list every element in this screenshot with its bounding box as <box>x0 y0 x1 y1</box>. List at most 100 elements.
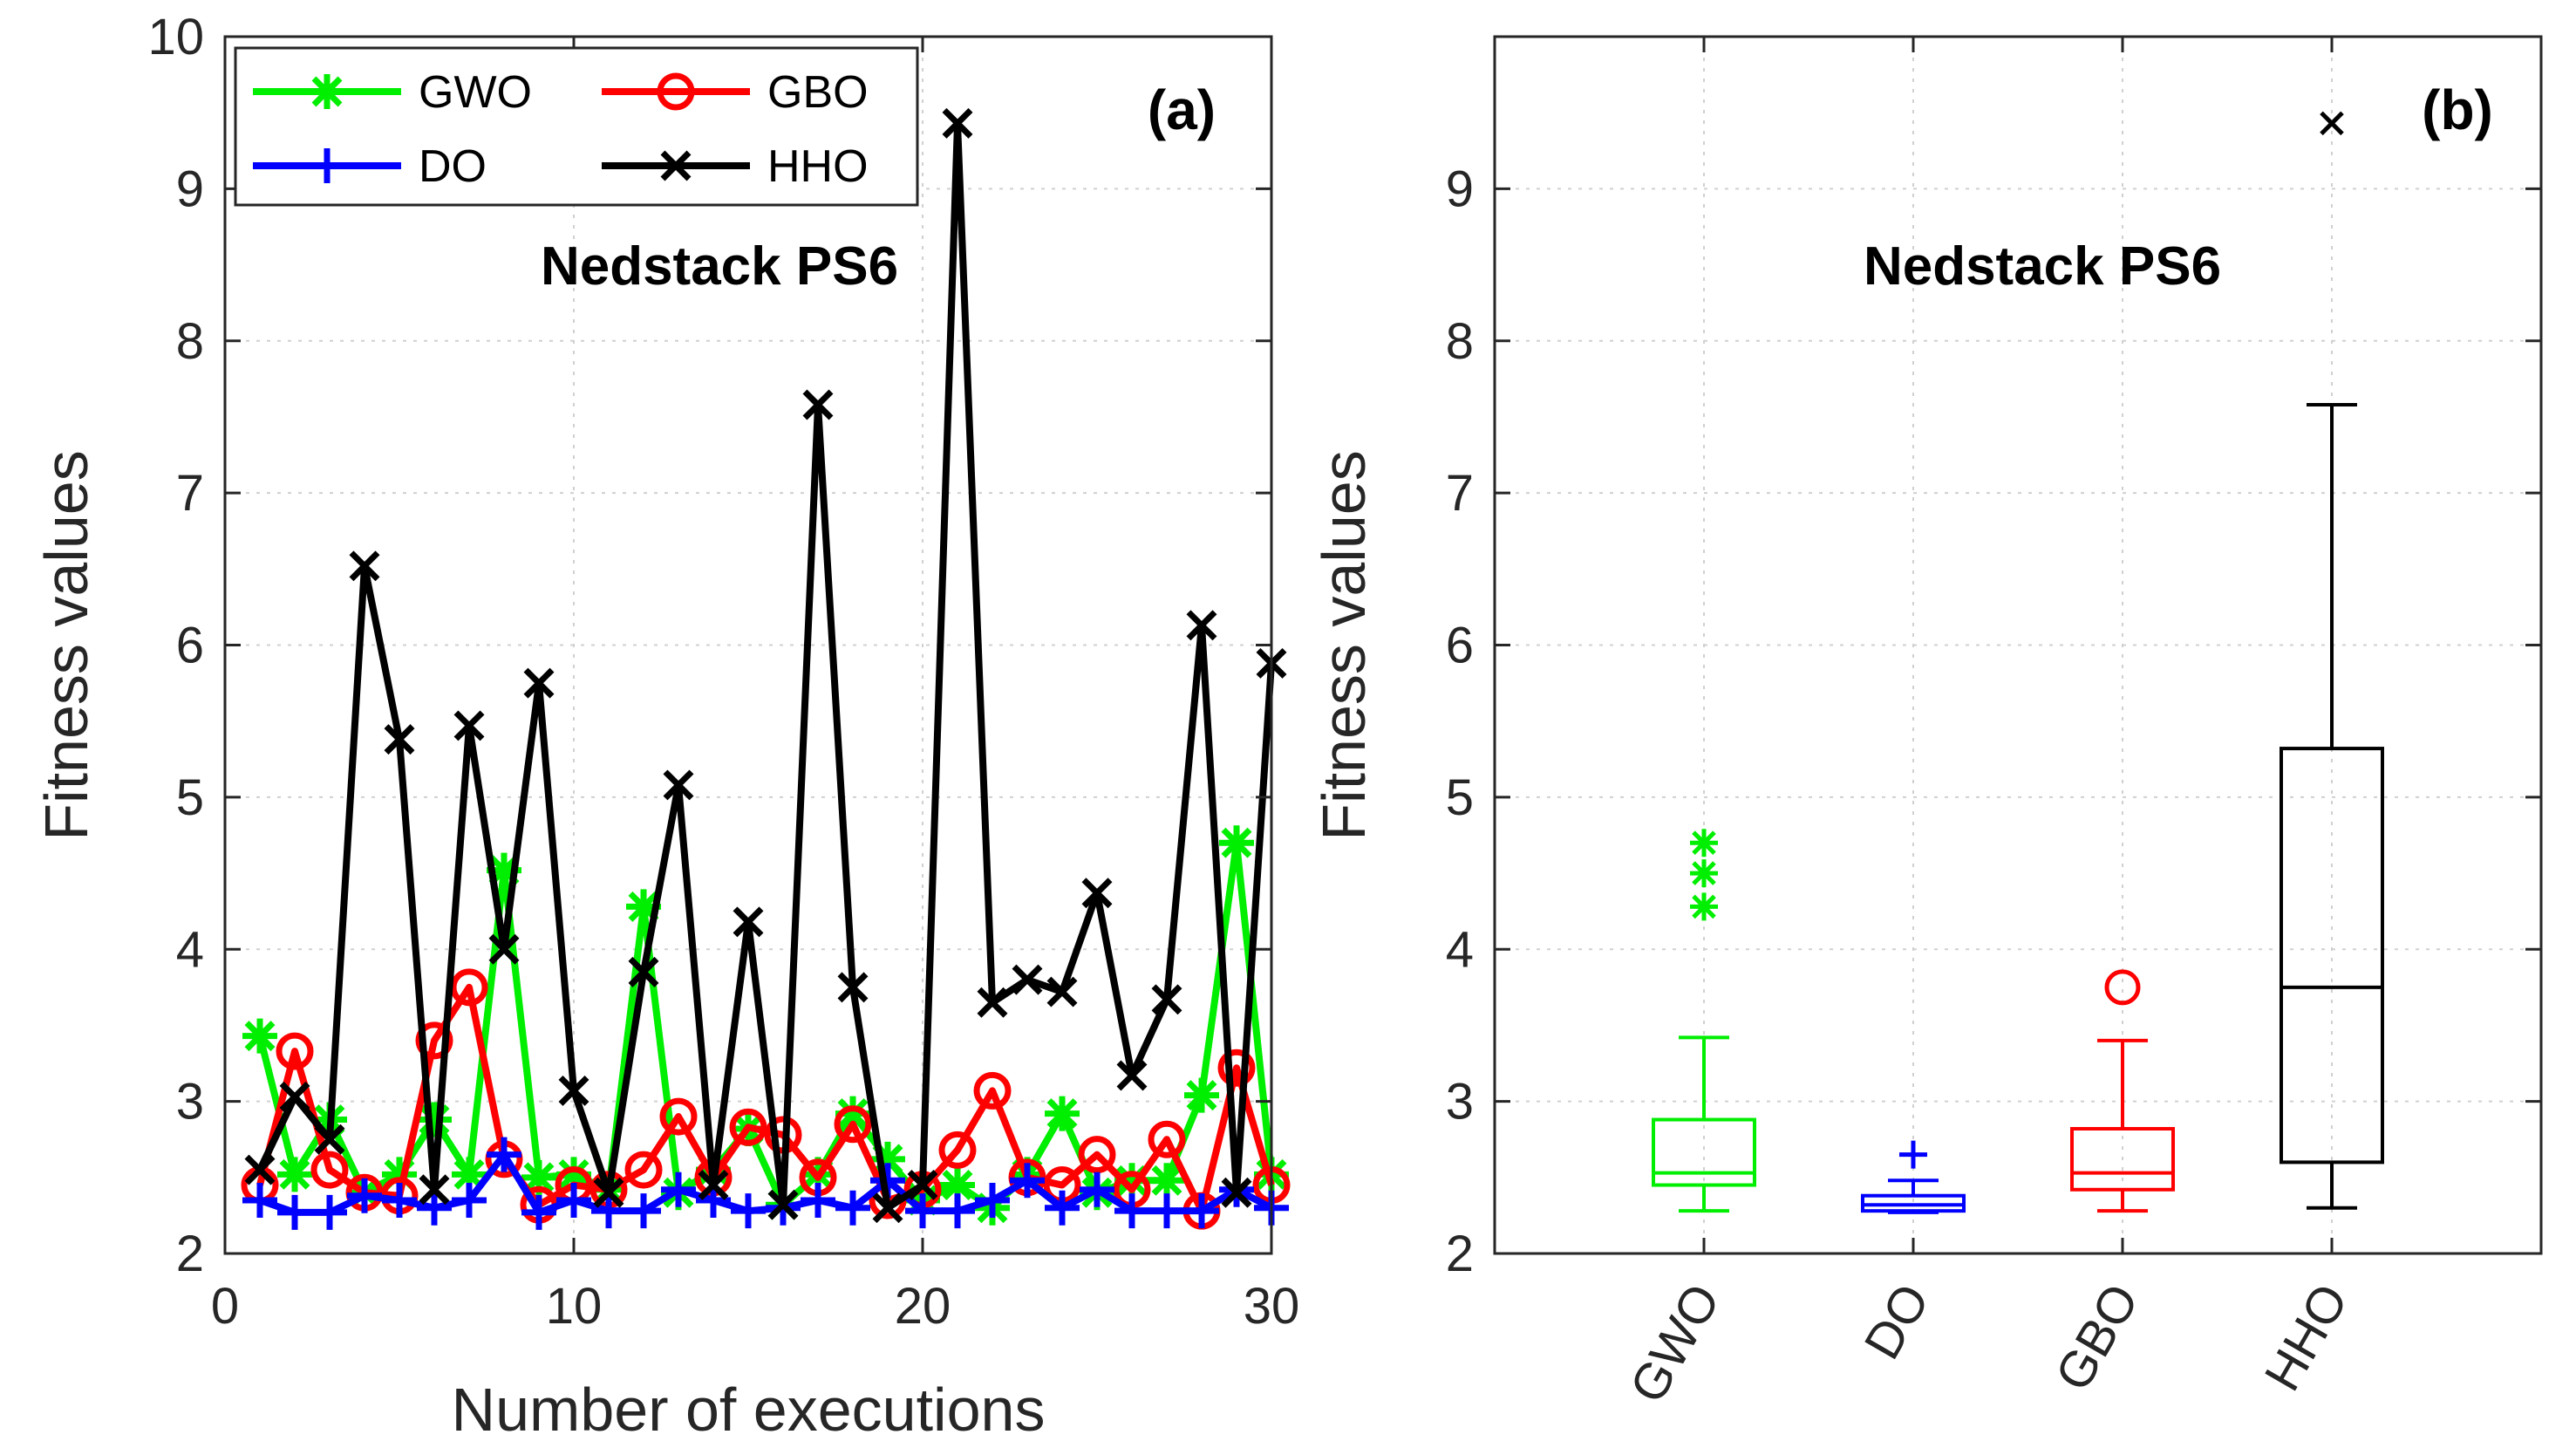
data-point-gbo <box>659 1097 698 1136</box>
y-tick-label: 9 <box>176 161 204 217</box>
outlier-point <box>2104 969 2141 1006</box>
box-gwo <box>1652 829 1756 1213</box>
data-point-gwo <box>556 1157 591 1192</box>
legend-marker <box>310 148 344 183</box>
data-point-hho <box>558 1075 589 1106</box>
line-chart-panel-a: 0 10 20 30 2 3 4 5 6 7 8 9 10 Nedstack PS6 (a) Numbe… <box>32 9 1299 1444</box>
series-gwo <box>242 825 1289 1226</box>
data-point-gwo <box>452 1157 487 1192</box>
data-point-gbo <box>834 1105 872 1144</box>
data-point-hho <box>244 1154 276 1185</box>
data-point-hho <box>837 972 869 1003</box>
y-tick-label: 8 <box>176 313 204 370</box>
box-body <box>1652 1117 1756 1187</box>
legend-a: GWO GBO DO HHO <box>234 46 919 207</box>
box-do <box>1861 1140 1966 1214</box>
x-axis-label-a: Number of executions <box>452 1376 1046 1444</box>
panel-label-a: (a) <box>1148 79 1216 141</box>
data-point-do <box>417 1190 452 1226</box>
data-point-gwo <box>940 1167 975 1203</box>
y-tick-label: 5 <box>1446 769 1474 826</box>
data-point-do <box>1149 1193 1184 1229</box>
data-point-hho <box>663 769 694 801</box>
data-point-gbo <box>938 1131 977 1169</box>
data-point-hho <box>453 710 485 741</box>
data-point-do <box>521 1194 556 1230</box>
data-point-gwo <box>521 1159 556 1195</box>
data-point-hho <box>802 389 834 420</box>
outlier-point <box>1690 829 1718 857</box>
data-point-hho <box>1151 984 1182 1015</box>
chart-title-b: Nedstack PS6 <box>1864 236 2221 297</box>
series-a <box>241 107 1291 1230</box>
category-label: GWO <box>1619 1274 1731 1412</box>
data-point-gwo <box>1219 825 1254 861</box>
series-hho <box>244 107 1287 1224</box>
data-point-gwo <box>487 852 521 888</box>
y-tick-label: 2 <box>176 1226 204 1282</box>
y-tick-label: 5 <box>176 769 204 826</box>
data-point-do <box>1184 1193 1219 1229</box>
y-tick-label: 2 <box>1446 1226 1474 1282</box>
data-point-gwo <box>1114 1163 1149 1199</box>
data-point-gwo <box>1184 1077 1219 1113</box>
y-tick-label: 7 <box>176 465 204 522</box>
x-tick-label: 30 <box>1244 1278 1300 1335</box>
boxes-b <box>1652 111 2384 1214</box>
data-point-do <box>452 1182 487 1218</box>
outlier-point <box>1690 892 1718 921</box>
y-tick-label: 4 <box>176 921 204 978</box>
data-point-gbo <box>1148 1120 1186 1158</box>
data-point-hho <box>349 550 380 582</box>
data-point-do <box>801 1182 835 1218</box>
data-point-gwo <box>417 1102 452 1137</box>
category-label: GBO <box>2045 1274 2150 1400</box>
data-point-hho <box>419 1174 450 1206</box>
data-point-gbo <box>415 1021 453 1060</box>
data-point-do <box>1114 1193 1149 1229</box>
data-point-gwo <box>870 1141 905 1177</box>
data-point-gwo <box>1149 1163 1184 1199</box>
box-body <box>2280 747 2384 1165</box>
y-axis-label-b: Fitness values <box>1310 450 1378 840</box>
data-point-hho <box>872 1192 903 1224</box>
legend-marker <box>310 74 344 109</box>
data-point-do <box>940 1193 975 1229</box>
data-point-do <box>1045 1190 1080 1226</box>
box-body <box>2070 1127 2175 1192</box>
data-point-gbo <box>450 968 488 1007</box>
legend-box <box>234 46 919 207</box>
y-tick-label: 3 <box>176 1074 204 1131</box>
data-point-hho <box>628 956 659 987</box>
y-tick-label: 8 <box>1446 313 1474 370</box>
data-point-do <box>1080 1172 1114 1207</box>
data-point-do <box>1010 1163 1045 1199</box>
data-point-hho <box>523 667 555 699</box>
data-point-gbo <box>973 1071 1012 1110</box>
data-point-gbo <box>729 1108 767 1146</box>
data-point-hho <box>1186 610 1217 641</box>
data-point-gbo <box>624 1151 663 1189</box>
legend-item-hho: HHO <box>602 141 869 192</box>
data-point-hho <box>698 1170 729 1201</box>
data-point-do <box>835 1190 870 1226</box>
data-point-hho <box>767 1189 799 1220</box>
data-point-hho <box>1116 1060 1148 1091</box>
data-point-do <box>626 1193 661 1229</box>
panel-label-b: (b) <box>2422 79 2493 141</box>
data-point-hho <box>1221 1177 1252 1208</box>
data-point-hho <box>488 933 520 965</box>
y-tick-label: 10 <box>147 9 204 65</box>
data-point-hho <box>907 1170 938 1201</box>
legend-label: GWO <box>419 67 532 118</box>
outlier-point <box>2320 111 2344 136</box>
data-point-gbo <box>310 1151 349 1189</box>
data-point-do <box>382 1182 417 1218</box>
data-point-do <box>556 1182 591 1218</box>
category-label: DO <box>1853 1274 1940 1369</box>
data-point-hho <box>1012 964 1043 995</box>
data-point-gwo <box>242 1018 277 1054</box>
y-axis-label-a: Fitness values <box>32 450 100 840</box>
box-hho <box>2280 111 2384 1210</box>
